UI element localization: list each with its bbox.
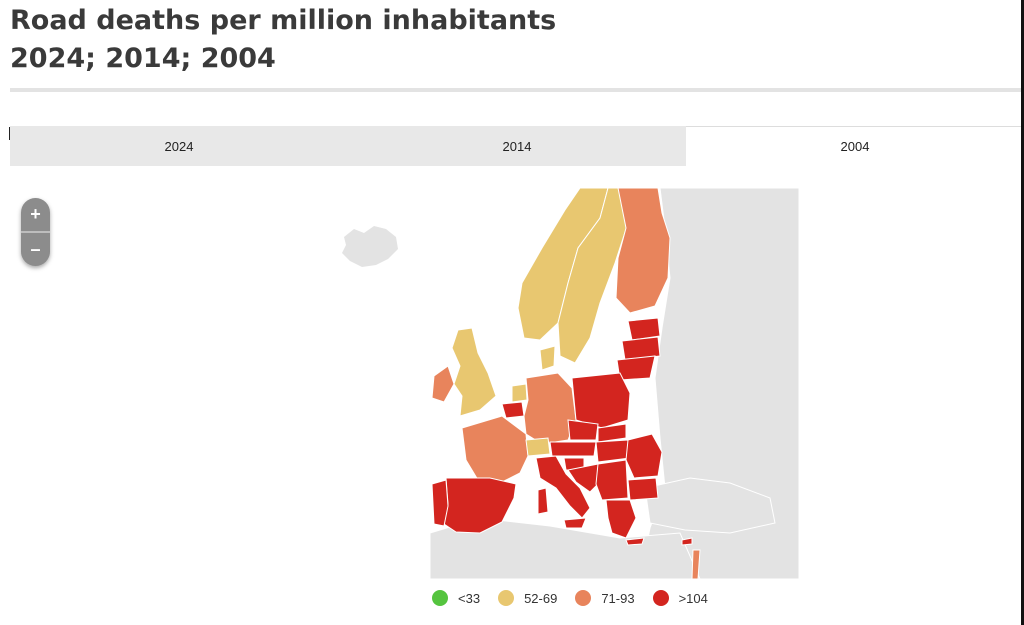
map-cyprus [681,537,693,546]
legend-dot [652,590,669,606]
map-turkey [644,477,776,534]
zoom-divider [21,231,50,233]
legend-label: 71-93 [601,590,635,606]
map-crete [625,537,645,546]
map-belgium [501,401,525,419]
legend-label: 52-69 [524,590,558,606]
map-denmark [539,345,556,371]
map-netherlands [511,383,528,403]
map-hungary [595,439,631,463]
page-title: Road deaths per million inhabitants 2024… [10,2,556,78]
legend-item[interactable]: 52-69 [498,590,557,606]
zoom-in-button[interactable]: + [30,204,41,224]
legend-dot [575,590,592,606]
map-austria [549,441,597,457]
tab-2004[interactable]: 2004 [686,126,1024,166]
tab-2024[interactable]: 2024 [10,126,348,166]
title-divider [10,88,1024,92]
map-lithuania [616,355,656,381]
map-slovakia [597,423,627,443]
legend-dot [498,590,515,606]
legend-dot [432,590,448,606]
map-france [461,415,529,484]
zoom-control: + – [21,198,50,266]
map-balkans [595,459,629,501]
title-line-2: 2024; 2014; 2004 [10,43,276,74]
legend-label: <33 [458,590,481,606]
tab-2014[interactable]: 2014 [348,126,686,166]
map-iceland [342,226,398,267]
map-germany [523,372,577,445]
map-switzerland [525,437,551,457]
map-sicily [563,517,587,529]
europe-map[interactable] [430,188,799,579]
map-poland [571,372,631,429]
map-legend: <33 52-69 71-93 >104 [432,590,726,606]
title-line-1: Road deaths per million inhabitants [10,5,557,36]
map-czechia [567,419,599,441]
map-greece [605,499,637,539]
map-ireland [431,365,455,403]
map-estonia [627,317,661,341]
map-sardinia [537,487,549,515]
map-finland [615,188,671,314]
map-latvia [621,336,661,361]
map-italy [535,455,591,519]
map-israel [691,549,701,579]
legend-item[interactable]: 71-93 [575,590,635,606]
legend-item[interactable]: >104 [652,590,708,606]
map-uk [451,327,497,417]
map-bulgaria [627,477,659,501]
map-croatia [567,463,603,493]
zoom-out-button[interactable]: – [30,239,41,259]
legend-item[interactable]: <33 [432,590,480,606]
window-edge [1021,0,1024,625]
legend-label: >104 [678,590,708,606]
map-portugal [431,479,449,527]
year-tabs: 2024 2014 2004 [10,126,1024,166]
map-romania [625,433,663,479]
